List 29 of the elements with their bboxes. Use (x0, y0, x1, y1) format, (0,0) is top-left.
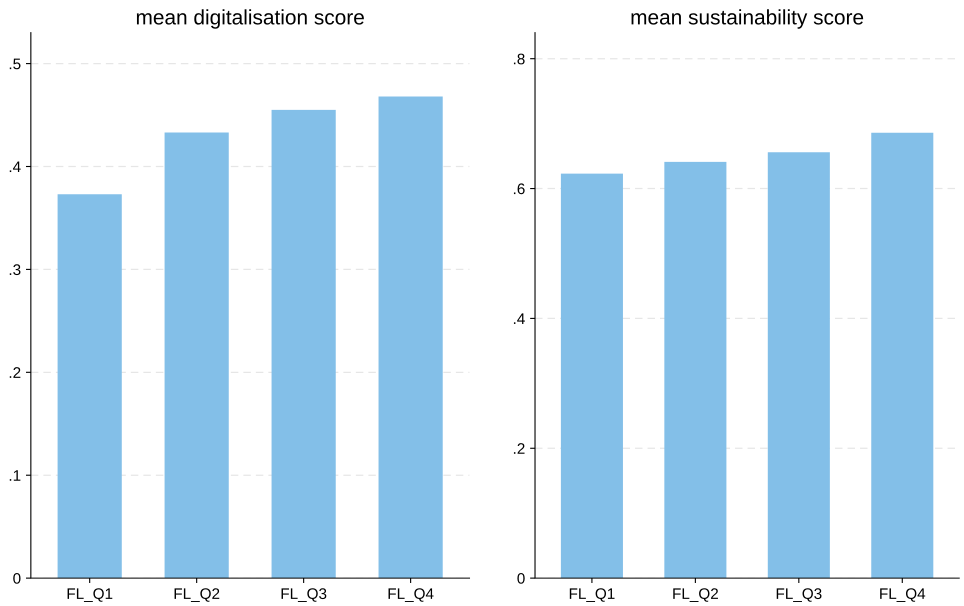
chart-title: mean sustainability score (632, 9, 864, 29)
bar (871, 132, 934, 578)
x-tick-label: FL_Q1 (570, 588, 615, 602)
x-tick-label: FL_Q2 (174, 588, 220, 602)
y-tick-label: .4 (514, 313, 525, 324)
chart-title: mean digitalisation score (136, 9, 364, 29)
bar (58, 194, 122, 578)
bar (768, 152, 830, 578)
y-tick-label: .5 (10, 58, 20, 70)
y-tick-label: .8 (514, 54, 525, 64)
x-tick-label: FL_Q1 (68, 588, 112, 602)
y-tick-label: 0 (13, 572, 21, 584)
y-tick-label: .3 (10, 264, 20, 276)
x-tick-label: FL_Q3 (282, 588, 326, 602)
x-tick-label: FL_Q3 (776, 588, 822, 602)
x-tick-label: FL_Q4 (880, 588, 926, 602)
bar (164, 132, 229, 578)
bar (664, 162, 726, 578)
y-tick-label: .6 (514, 183, 525, 194)
y-tick-label: 0 (517, 572, 525, 584)
bar (560, 174, 623, 578)
bar (378, 96, 443, 578)
bar (272, 110, 336, 578)
y-tick-label: .2 (514, 443, 525, 454)
x-tick-label: FL_Q2 (673, 588, 718, 602)
y-tick-label: .4 (10, 162, 21, 172)
y-tick-label: .1 (10, 470, 20, 481)
y-tick-label: .2 (10, 367, 20, 378)
x-tick-label: FL_Q4 (388, 588, 434, 602)
